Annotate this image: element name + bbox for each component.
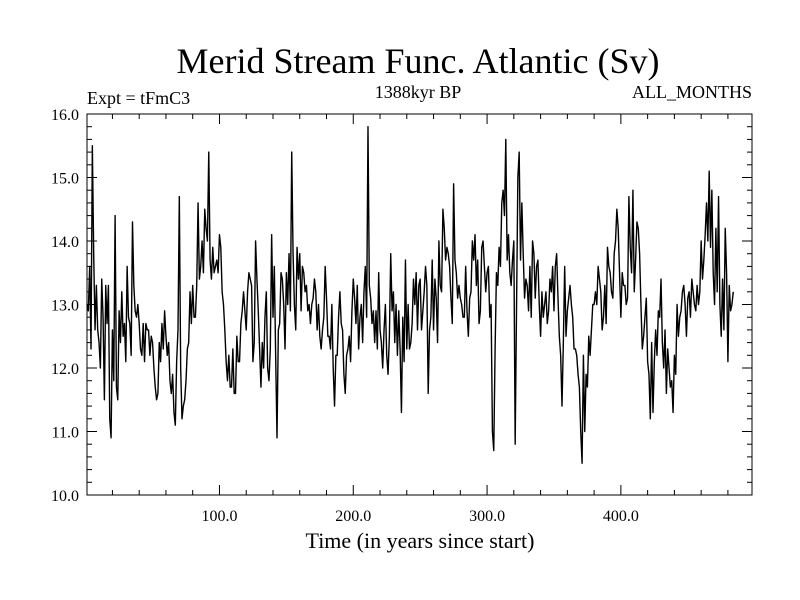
y-tick-label: 12.0 bbox=[51, 361, 79, 378]
y-tick-label: 15.0 bbox=[51, 171, 79, 188]
y-tick-label: 14.0 bbox=[51, 234, 79, 251]
x-tick-label: 100.0 bbox=[201, 508, 237, 525]
y-tick-label: 16.0 bbox=[51, 107, 79, 124]
y-tick-label: 11.0 bbox=[52, 425, 79, 442]
x-tick-label: 400.0 bbox=[603, 508, 639, 525]
x-axis: 100.0 200.0 300.0 400.0 bbox=[111, 114, 729, 525]
x-tick-label: 200.0 bbox=[335, 508, 371, 525]
experiment-label: Expt = tFmC3 bbox=[87, 88, 190, 108]
months-label: ALL_MONTHS bbox=[632, 82, 752, 102]
y-axis: 10.0 11.0 12.0 13.0 14.0 15.0 16.0 bbox=[51, 107, 752, 505]
series-line bbox=[86, 126, 734, 464]
plot-frame bbox=[86, 113, 753, 496]
x-axis-label: Time (in years since start) bbox=[306, 528, 535, 553]
y-tick-label: 13.0 bbox=[51, 298, 79, 315]
y-tick-label: 10.0 bbox=[51, 488, 79, 505]
period-label: 1388kyr BP bbox=[375, 82, 462, 102]
x-tick-label: 300.0 bbox=[469, 508, 505, 525]
chart-title: Merid Stream Func. Atlantic (Sv) bbox=[177, 41, 660, 81]
